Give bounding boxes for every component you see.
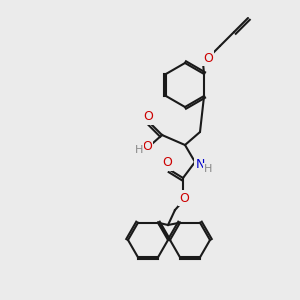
- Text: O: O: [143, 110, 153, 124]
- Text: H: H: [204, 164, 212, 174]
- Text: O: O: [203, 52, 213, 64]
- Text: H: H: [135, 145, 143, 155]
- Text: O: O: [162, 157, 172, 169]
- Text: N: N: [195, 158, 205, 172]
- Text: O: O: [142, 140, 152, 154]
- Text: O: O: [179, 191, 189, 205]
